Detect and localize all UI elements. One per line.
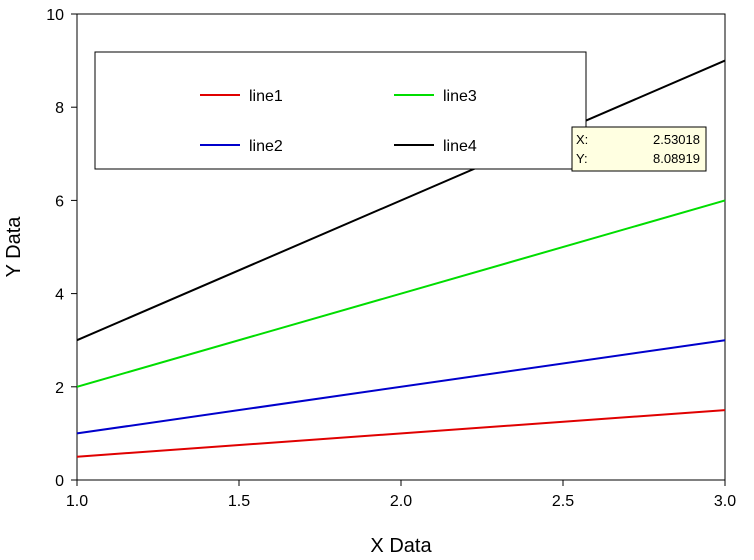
x-tick-label: 1.0 (66, 493, 88, 510)
x-tick-label: 2.5 (552, 493, 574, 510)
y-tick-label: 0 (55, 473, 64, 490)
legend-label-line2: line2 (249, 138, 283, 155)
tooltip-y-label: Y: (576, 151, 588, 166)
series-lines (76, 59, 726, 458)
x-tick-label: 3.0 (714, 493, 736, 510)
y-tick-label: 10 (46, 7, 64, 24)
y-tick-label: 2 (55, 380, 64, 397)
y-tick-label: 4 (55, 287, 64, 304)
series-line2 (76, 339, 726, 435)
legend: line1 line2 line3 line4 (94, 51, 587, 170)
y-tick-label: 8 (55, 100, 64, 117)
y-axis-title: Y Data (3, 216, 25, 278)
x-axis-ticks: 1.0 1.5 2.0 2.5 3.0 (66, 480, 736, 510)
tooltip-x-label: X: (576, 132, 588, 147)
series-line3 (76, 199, 726, 388)
y-axis-ticks: 0 2 4 6 8 10 (46, 7, 77, 490)
series-line4 (76, 59, 726, 342)
x-axis-title: X Data (370, 535, 432, 557)
tooltip-x-value: 2.53018 (653, 132, 700, 147)
x-tick-label: 1.5 (228, 493, 250, 510)
tooltip-y-value: 8.08919 (653, 151, 700, 166)
tooltip-box (571, 126, 707, 172)
legend-label-line1: line1 (249, 88, 283, 105)
legend-label-line3: line3 (443, 88, 477, 105)
legend-label-line4: line4 (443, 138, 477, 155)
y-tick-label: 6 (55, 193, 64, 210)
series-line1 (76, 409, 726, 458)
legend-box (94, 51, 587, 170)
hover-tooltip: X: 2.53018 Y: 8.08919 (571, 126, 707, 172)
x-tick-label: 2.0 (390, 493, 412, 510)
